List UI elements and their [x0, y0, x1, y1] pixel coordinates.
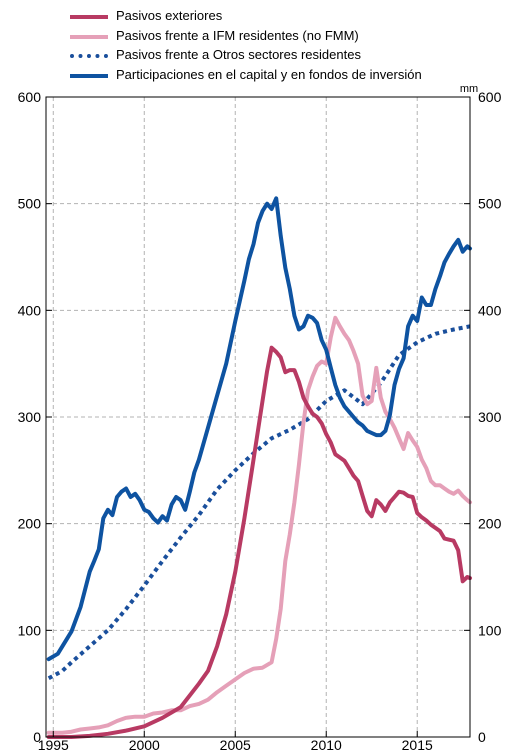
unit-label: mm — [460, 83, 478, 95]
legend-swatch-participaciones — [70, 73, 108, 78]
y-tick-label-left: 200 — [18, 516, 42, 532]
y-tick-label-left: 0 — [33, 729, 41, 745]
x-tick-label: 2005 — [220, 737, 251, 751]
series-line-pasivos-exteriores — [46, 345, 472, 739]
x-tick-label: 2015 — [402, 737, 433, 751]
y-tick-label-right: 400 — [478, 302, 502, 318]
y-tick-label-right: 200 — [478, 516, 502, 532]
y-tick-label-right: 100 — [478, 622, 502, 638]
y-tick-label-left: 400 — [18, 302, 42, 318]
y-tick-label-left: 500 — [18, 196, 42, 212]
legend-item-pasivos-otros-sectores: Pasivos frente a Otros sectores resident… — [70, 45, 500, 65]
legend-item-participaciones: Participaciones en el capital y en fondo… — [70, 65, 500, 85]
y-tick-label-right: 500 — [478, 196, 502, 212]
legend-swatch-pasivos-ifm — [70, 34, 108, 39]
y-tick-label-left: 100 — [18, 622, 42, 638]
series-layer — [46, 196, 472, 739]
legend-swatch-pasivos-otros-sectores — [70, 54, 108, 59]
legend: Pasivos exteriores Pasivos frente a IFM … — [70, 6, 500, 84]
x-tick-label: 1995 — [38, 737, 69, 751]
x-tick-label: 2000 — [129, 737, 160, 751]
legend-item-pasivos-ifm: Pasivos frente a IFM residentes (no FMM) — [70, 26, 500, 46]
y-tick-label-right: 0 — [478, 729, 486, 745]
series-line-participaciones — [46, 196, 472, 662]
legend-label: Participaciones en el capital y en fondo… — [116, 66, 422, 82]
y-tick-label-right: 600 — [478, 89, 502, 105]
legend-swatch-pasivos-exteriores — [70, 15, 108, 19]
legend-item-pasivos-exteriores: Pasivos exteriores — [70, 6, 500, 26]
legend-label: Pasivos frente a IFM residentes (no FMM) — [116, 27, 359, 43]
series-line-pasivos-otros-sectores — [47, 324, 471, 681]
legend-label: Pasivos frente a Otros sectores resident… — [116, 47, 361, 63]
grid — [46, 97, 470, 737]
ticks: 1995 2000 2005 2010 2015 0 0 100 100 200 200 300 300… — [18, 89, 502, 751]
series-line-pasivos-ifm — [46, 315, 472, 735]
y-tick-label-left: 300 — [18, 409, 42, 425]
x-tick-label: 2010 — [311, 737, 342, 751]
legend-label: Pasivos exteriores — [116, 8, 223, 23]
y-tick-label-left: 600 — [18, 89, 42, 105]
y-tick-label-right: 300 — [478, 409, 502, 425]
